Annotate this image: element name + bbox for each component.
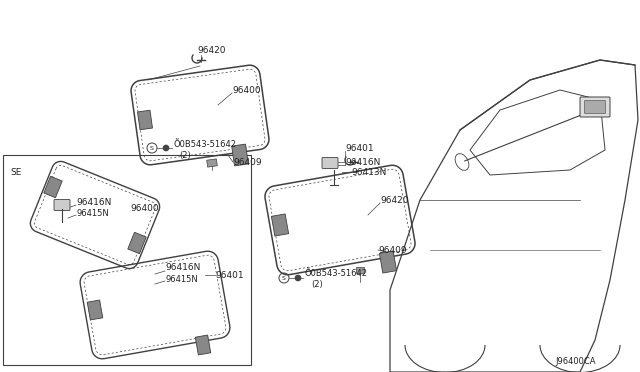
- Text: J96400CA: J96400CA: [555, 357, 595, 366]
- Text: S: S: [150, 145, 154, 151]
- Polygon shape: [128, 232, 146, 254]
- Text: 96415N: 96415N: [165, 275, 198, 283]
- Text: S: S: [282, 276, 286, 280]
- Polygon shape: [138, 110, 152, 130]
- Text: 96413N: 96413N: [351, 167, 387, 176]
- Text: SE: SE: [10, 168, 21, 177]
- FancyBboxPatch shape: [54, 199, 70, 211]
- Circle shape: [163, 145, 169, 151]
- Text: 96400: 96400: [130, 203, 159, 212]
- Text: 96416N: 96416N: [165, 263, 200, 273]
- Text: 96401: 96401: [215, 270, 244, 279]
- FancyBboxPatch shape: [322, 157, 338, 169]
- Text: (2): (2): [311, 279, 323, 289]
- Text: 96409: 96409: [378, 246, 406, 254]
- Text: Õ0B543-51642: Õ0B543-51642: [305, 269, 368, 279]
- Text: 96420: 96420: [197, 45, 225, 55]
- Text: 96400: 96400: [232, 86, 260, 94]
- Text: 96415N: 96415N: [76, 208, 109, 218]
- FancyBboxPatch shape: [584, 100, 605, 113]
- Polygon shape: [232, 144, 248, 166]
- Polygon shape: [380, 251, 397, 273]
- Text: Õ0B543-51642: Õ0B543-51642: [173, 140, 236, 148]
- Text: (2): (2): [179, 151, 191, 160]
- Bar: [3, 155, 251, 365]
- Circle shape: [295, 275, 301, 281]
- Polygon shape: [207, 159, 218, 167]
- Polygon shape: [271, 214, 289, 236]
- Text: 96420: 96420: [380, 196, 408, 205]
- Text: 96416N: 96416N: [76, 198, 111, 206]
- Polygon shape: [44, 176, 62, 198]
- Text: 96401: 96401: [345, 144, 374, 153]
- Polygon shape: [356, 267, 364, 273]
- Text: 96416N: 96416N: [345, 157, 380, 167]
- FancyBboxPatch shape: [580, 97, 610, 117]
- Text: 96409: 96409: [233, 157, 262, 167]
- Polygon shape: [195, 335, 211, 355]
- Polygon shape: [87, 300, 103, 320]
